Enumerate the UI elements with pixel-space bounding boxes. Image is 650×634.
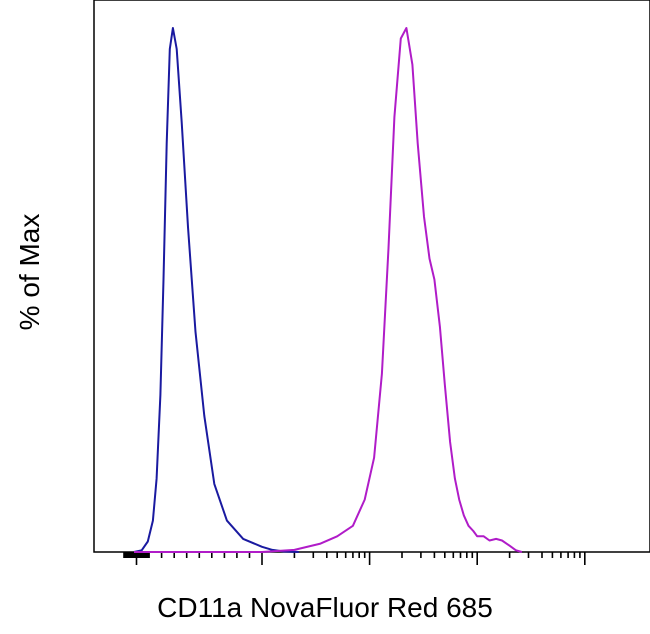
x-axis-ticks: [123, 552, 586, 565]
series-line-1: [133, 27, 299, 553]
x-axis-label: CD11a NovaFluor Red 685: [157, 592, 493, 623]
series-lines: [133, 27, 523, 553]
plot-frame: [93, 0, 650, 553]
series-line-2: [134, 27, 523, 553]
y-axis-label-area: % of Max: [0, 0, 60, 560]
y-axis-label: % of Max: [14, 213, 45, 331]
